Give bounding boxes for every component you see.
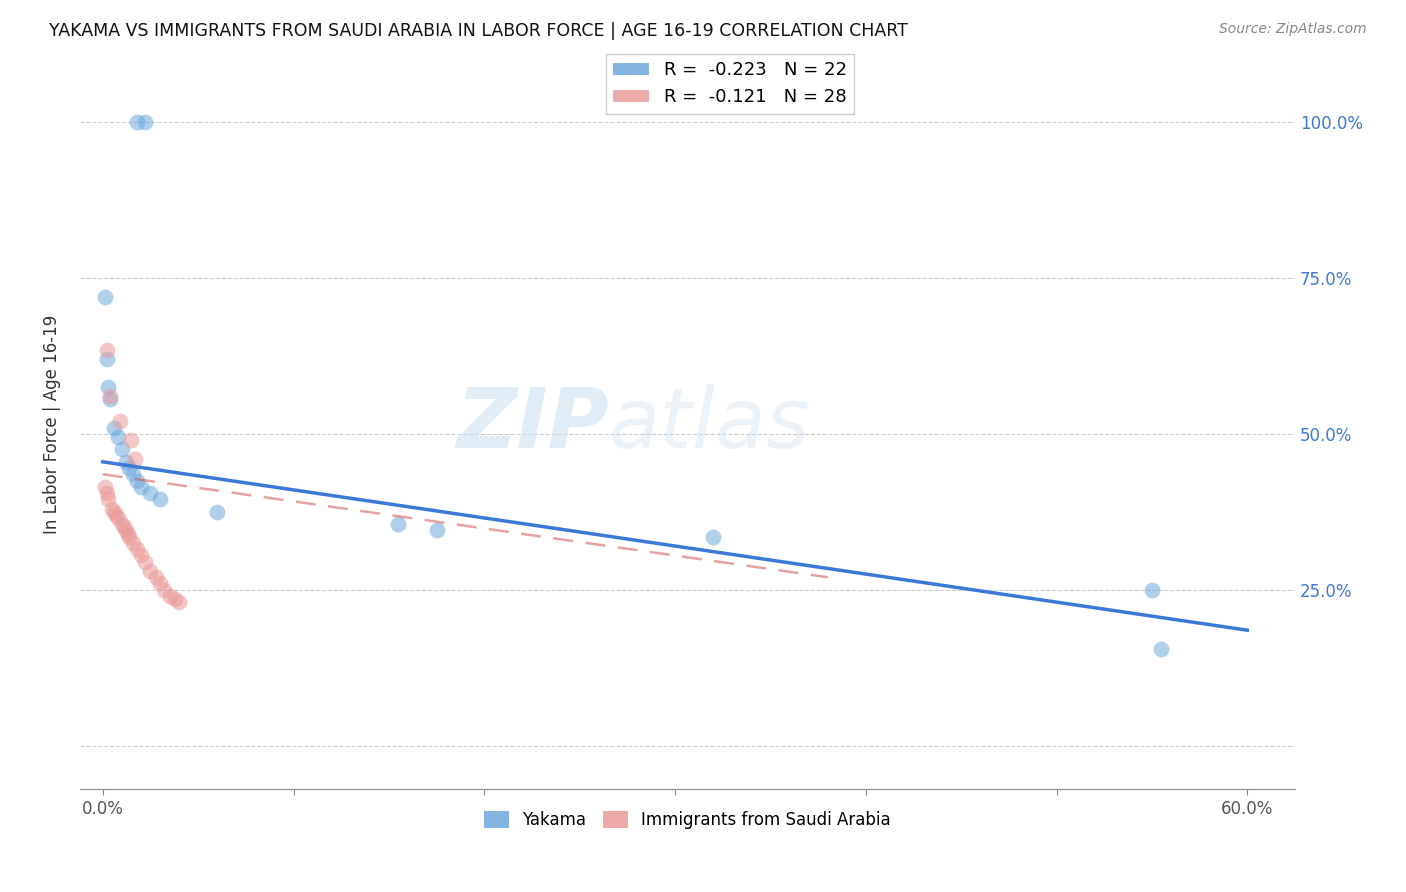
Point xyxy=(93,289,115,303)
Point xyxy=(114,524,136,538)
Point xyxy=(153,582,176,597)
Point xyxy=(120,433,142,447)
Point xyxy=(105,508,128,522)
Point xyxy=(107,511,129,525)
Text: ZIP: ZIP xyxy=(456,384,609,465)
Point xyxy=(96,343,118,357)
Point xyxy=(129,549,152,563)
Point xyxy=(129,480,152,494)
Point xyxy=(100,389,122,403)
Point xyxy=(111,442,134,457)
Point xyxy=(149,492,172,507)
Point xyxy=(103,420,125,434)
Point xyxy=(145,570,167,584)
Point xyxy=(149,576,172,591)
Point xyxy=(97,380,120,394)
Point xyxy=(139,486,162,500)
Point xyxy=(108,414,131,428)
Legend: Yakama, Immigrants from Saudi Arabia: Yakama, Immigrants from Saudi Arabia xyxy=(477,804,897,836)
Point xyxy=(118,530,141,544)
Point xyxy=(134,555,156,569)
Point xyxy=(112,520,135,534)
Point xyxy=(139,564,162,578)
Point xyxy=(96,351,118,366)
Text: Source: ZipAtlas.com: Source: ZipAtlas.com xyxy=(1219,22,1367,37)
Point xyxy=(167,595,190,609)
Point xyxy=(100,392,122,407)
Text: YAKAMA VS IMMIGRANTS FROM SAUDI ARABIA IN LABOR FORCE | AGE 16-19 CORRELATION CH: YAKAMA VS IMMIGRANTS FROM SAUDI ARABIA I… xyxy=(49,22,908,40)
Text: atlas: atlas xyxy=(609,384,810,465)
Point xyxy=(134,115,156,129)
Point xyxy=(1140,582,1163,597)
Point xyxy=(205,505,228,519)
Point xyxy=(114,455,136,469)
Y-axis label: In Labor Force | Age 16-19: In Labor Force | Age 16-19 xyxy=(44,315,60,534)
Point xyxy=(159,589,181,603)
Point xyxy=(127,115,149,129)
Point xyxy=(122,536,145,550)
Point xyxy=(127,474,149,488)
Point xyxy=(426,524,449,538)
Point xyxy=(103,505,125,519)
Point xyxy=(1150,641,1173,656)
Point xyxy=(702,530,724,544)
Point xyxy=(101,501,124,516)
Point xyxy=(124,451,146,466)
Point xyxy=(117,526,139,541)
Point xyxy=(93,480,115,494)
Point xyxy=(165,592,187,607)
Point xyxy=(127,542,149,557)
Point xyxy=(107,430,129,444)
Point xyxy=(97,492,120,507)
Point xyxy=(96,486,118,500)
Point xyxy=(387,517,409,532)
Point xyxy=(122,467,145,482)
Point xyxy=(118,461,141,475)
Point xyxy=(111,517,134,532)
